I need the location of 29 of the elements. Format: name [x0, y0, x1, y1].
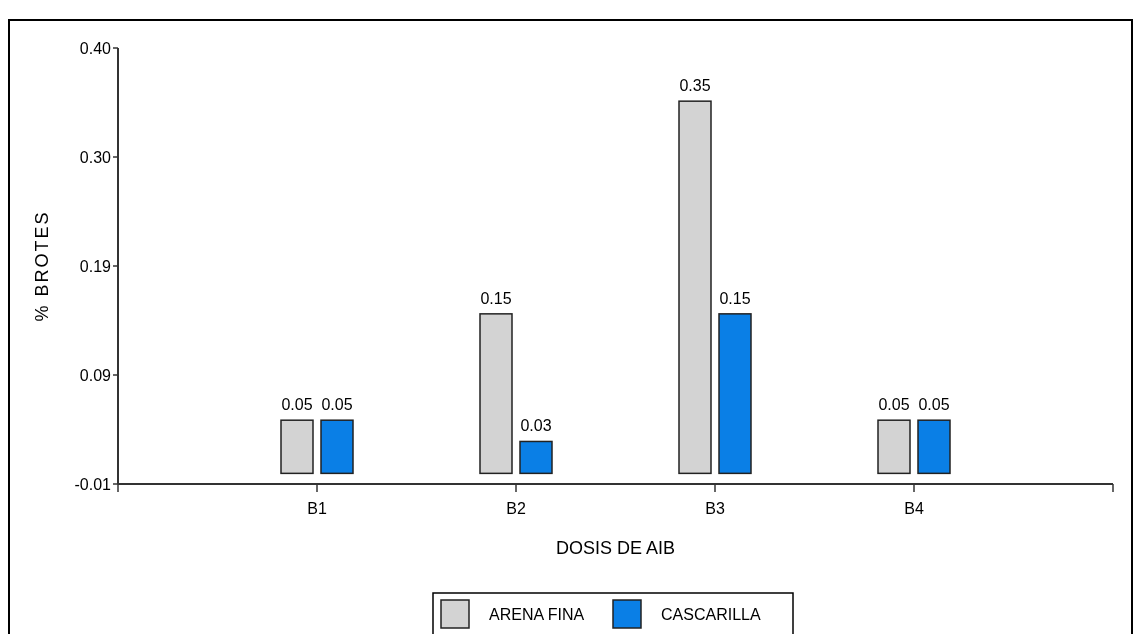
- y-tick-label: 0.30: [79, 148, 112, 166]
- x-tick-label: B3: [705, 500, 725, 517]
- bar: [718, 313, 752, 475]
- y-tick-label: 0.09: [79, 366, 112, 384]
- y-tick-label: 0.40: [79, 39, 112, 57]
- bar: [320, 419, 354, 475]
- y-tick-label: 0.19: [79, 257, 112, 275]
- data-label: 0.03: [520, 417, 552, 435]
- x-axis-title: DOSIS DE AIB: [555, 538, 676, 558]
- y-tick-label: -0.01: [74, 475, 112, 493]
- data-label: 0.05: [281, 396, 313, 414]
- bar: [678, 100, 712, 475]
- data-label: 0.15: [480, 289, 512, 307]
- bar: [877, 419, 911, 475]
- bar: [519, 440, 553, 475]
- data-label: 0.05: [878, 396, 910, 414]
- bar: [479, 313, 513, 475]
- x-tick-label: B4: [904, 500, 924, 517]
- data-label: 0.35: [679, 77, 711, 95]
- legend-label: ARENA FINA: [489, 605, 585, 623]
- bar: [917, 419, 951, 475]
- data-label: 0.15: [719, 289, 751, 307]
- data-label: 0.05: [321, 396, 353, 414]
- x-tick-label: B2: [506, 500, 526, 517]
- y-axis-title: % BROTES: [32, 210, 52, 322]
- data-label: 0.05: [918, 396, 950, 414]
- x-tick-label: B1: [307, 500, 327, 517]
- bar: [280, 419, 314, 475]
- legend-label: CASCARILLA: [661, 605, 761, 623]
